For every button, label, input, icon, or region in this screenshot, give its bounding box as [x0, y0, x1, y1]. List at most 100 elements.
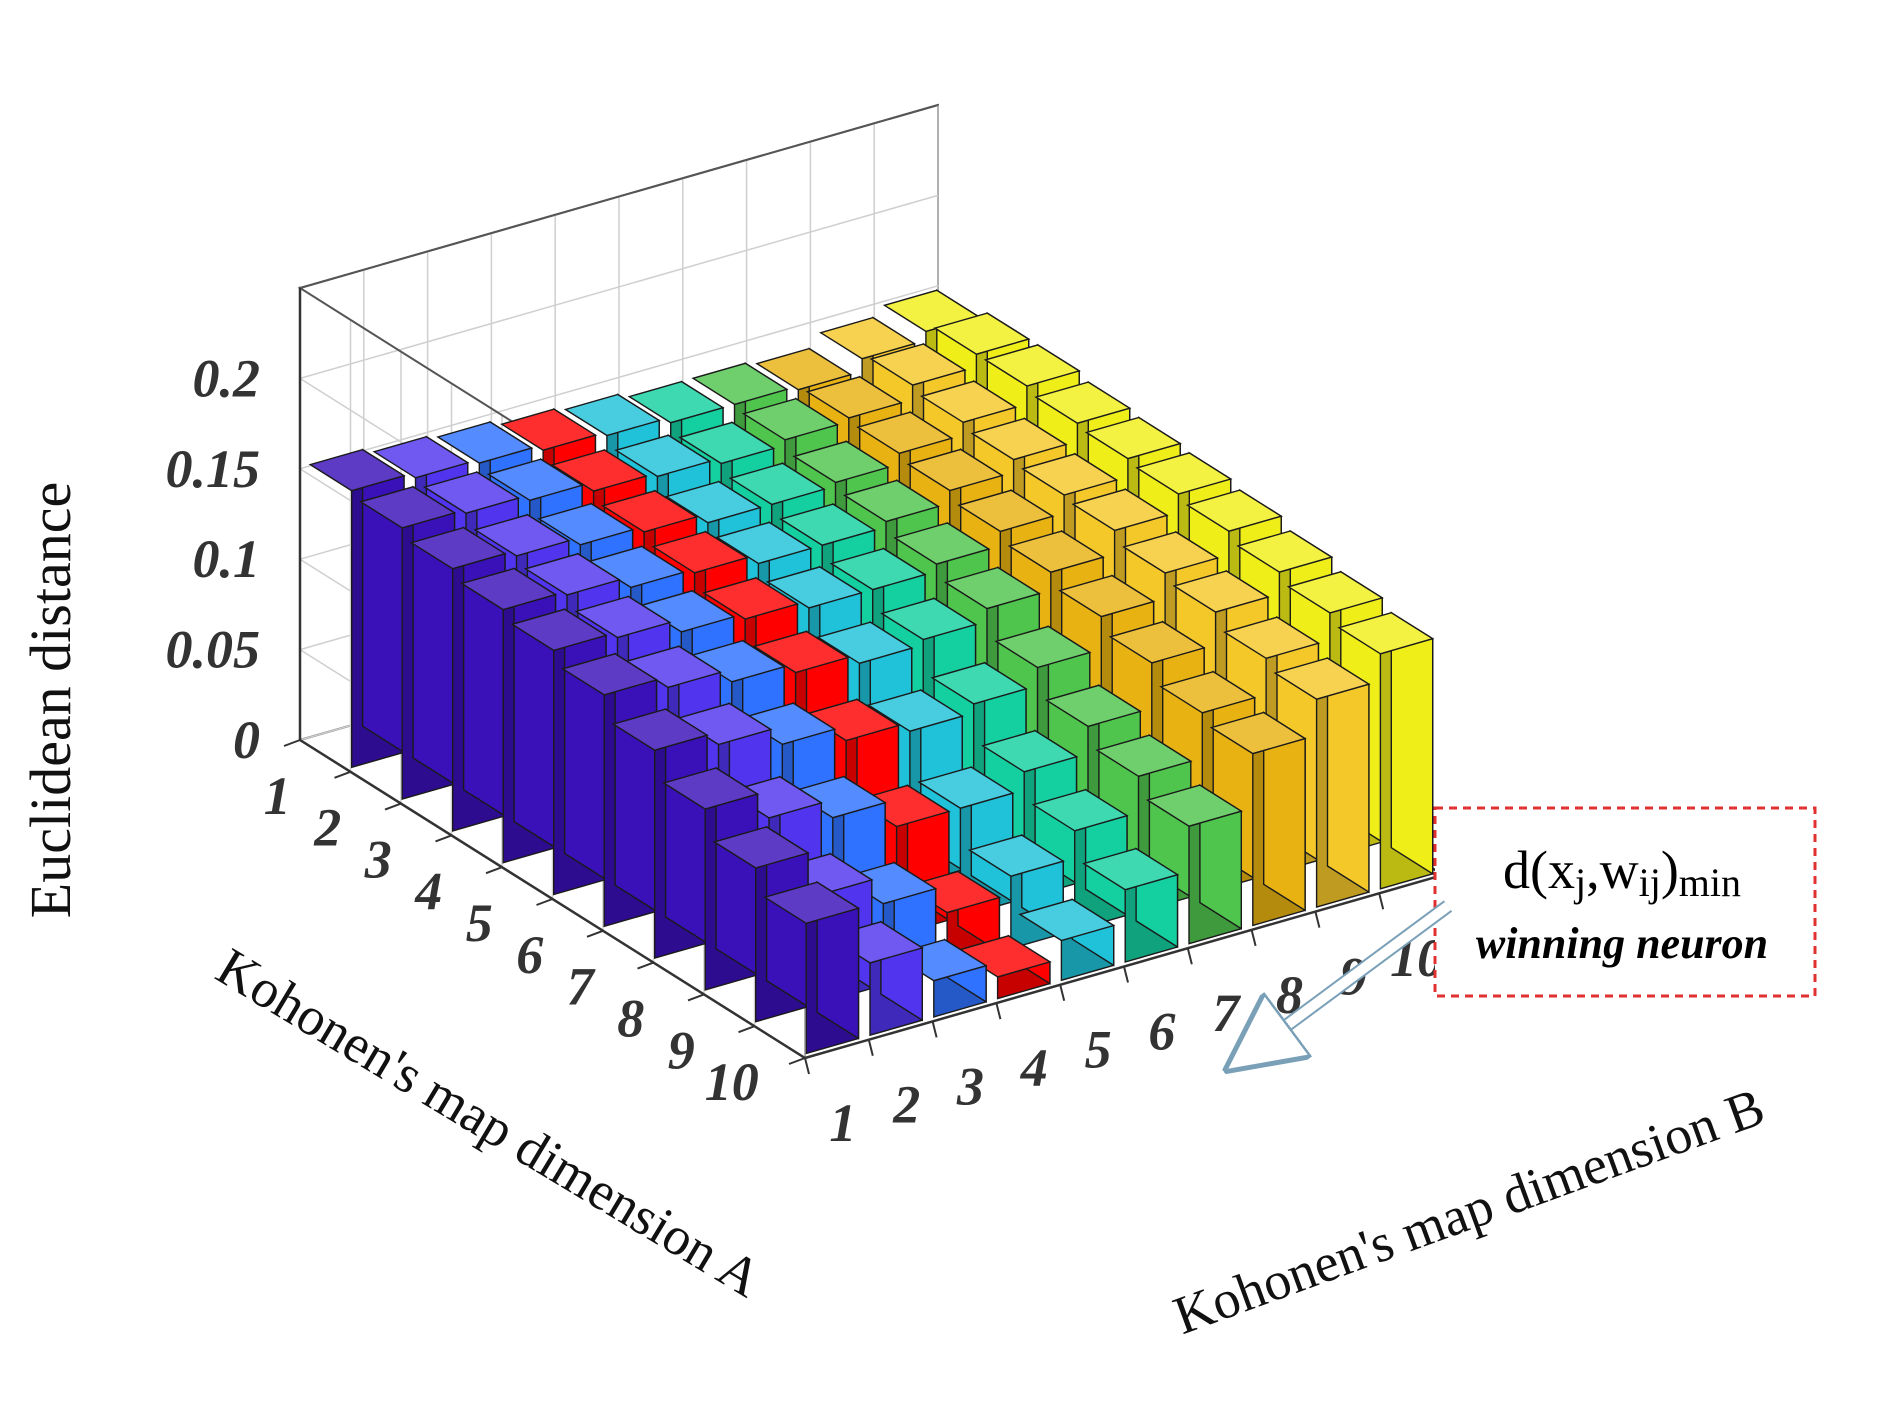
b-tick-mark	[867, 1039, 874, 1056]
b-tick-mark	[931, 1021, 938, 1038]
bar	[1082, 847, 1180, 963]
bar-top-face	[500, 408, 598, 451]
a-tick-label: 3	[364, 830, 392, 890]
z-tick-label: 0.1	[193, 529, 261, 589]
b-tick-label: 7	[1212, 983, 1241, 1043]
annotation-label: winning neuron	[1476, 919, 1768, 968]
bar-top-face	[1159, 670, 1257, 714]
a-tick-mark	[687, 993, 705, 1002]
bar-top-face	[1108, 621, 1206, 664]
bar	[1018, 898, 1116, 982]
bar-top-face	[943, 566, 1041, 610]
bar-top-face	[523, 553, 621, 596]
bar-side-face	[513, 567, 557, 849]
bar-top-face	[1172, 570, 1270, 613]
bar-top-face	[359, 486, 457, 529]
bar-top-face	[1007, 530, 1105, 573]
bar	[763, 880, 861, 1055]
x-axis-label: Kohonen's map dimension A	[207, 936, 772, 1308]
bar-top-face	[1273, 657, 1371, 700]
bar-top-face	[712, 826, 810, 869]
a-tick-mark	[485, 866, 503, 875]
bar-side-face	[462, 526, 506, 818]
bar	[1209, 711, 1307, 927]
b-tick-mark	[1378, 893, 1385, 910]
bar-top-face	[702, 577, 800, 620]
bar-top-face	[627, 380, 725, 424]
bar-top-face	[1071, 488, 1169, 532]
a-tick-mark	[536, 898, 553, 906]
b-tick-mark	[1186, 947, 1193, 965]
a-tick-label: 7	[567, 957, 596, 1017]
bar-side-face	[614, 652, 658, 913]
bar-top-face	[930, 662, 1028, 705]
a-tick-label: 8	[617, 989, 644, 1049]
bar-side-face	[1390, 611, 1434, 876]
bar-top-face	[819, 316, 917, 360]
a-tick-label: 4	[414, 861, 442, 921]
bar-top-face	[967, 834, 1065, 877]
a-tick-label: 10	[705, 1052, 759, 1112]
bar-top-face	[409, 526, 507, 570]
bar-top-face	[856, 411, 954, 455]
bar-top-face	[917, 766, 1015, 809]
bar-top-face	[1185, 489, 1283, 532]
bar-top-face	[563, 393, 661, 437]
b-tick-label: 4	[1020, 1038, 1048, 1098]
bar-top-face	[842, 479, 940, 523]
bar-top-face	[1044, 684, 1142, 728]
bar-top-face	[611, 708, 709, 751]
bar-top-face	[983, 344, 1081, 387]
bar-top-face	[422, 471, 520, 514]
bar-top-face	[981, 729, 1079, 773]
a-tick-label: 1	[264, 766, 291, 826]
bar-top-face	[792, 440, 890, 484]
bar	[1273, 656, 1371, 909]
bar-top-face	[1337, 611, 1435, 655]
bar-top-face	[1031, 788, 1129, 832]
bar-top-face	[550, 449, 648, 492]
a-tick-mark	[637, 961, 654, 970]
bar-top-face	[561, 653, 659, 696]
bar-top-face	[1021, 453, 1119, 496]
bar-top-face	[829, 547, 927, 591]
b-tick-mark	[1250, 929, 1257, 947]
bar-top-face	[994, 625, 1092, 669]
bar-top-face	[893, 522, 991, 565]
b-tick-label: 3	[956, 1056, 984, 1116]
y-axis-label: Kohonen's map dimension B	[1166, 1076, 1772, 1346]
z-tick-label: 0	[233, 710, 260, 770]
bar-top-face	[728, 462, 826, 506]
z-axis-label: Euclidean distance	[18, 482, 83, 918]
bars-group	[308, 289, 1435, 1055]
b-tick-label: 2	[892, 1075, 920, 1135]
bar-top-face	[805, 376, 903, 419]
b-tick-label: 5	[1085, 1020, 1112, 1080]
bar-top-face	[866, 689, 964, 732]
bar-top-face	[906, 448, 1004, 492]
bar-top-face	[486, 458, 584, 502]
bar-top-face	[765, 566, 863, 609]
b-tick-mark	[1123, 966, 1129, 983]
bar-top-face	[678, 421, 776, 465]
bar-top-face	[715, 521, 813, 565]
bar-top-face	[957, 489, 1055, 533]
b-tick-mark	[995, 1002, 1002, 1020]
bar-top-face	[664, 480, 762, 524]
bar-top-face	[752, 630, 850, 674]
bar-top-face	[651, 530, 749, 574]
bar-top-face	[763, 881, 861, 925]
bar-top-face	[1058, 574, 1156, 618]
bar-top-face	[574, 595, 672, 639]
bar-top-face	[869, 343, 967, 386]
bar-top-face	[691, 362, 789, 406]
bar-top-face	[1223, 616, 1321, 660]
bar-top-face	[537, 502, 635, 546]
bar-top-face	[1122, 531, 1220, 574]
bar-top-face	[1095, 734, 1193, 778]
bar-top-face	[510, 608, 608, 652]
a-tick-label: 2	[313, 798, 341, 858]
a-tick-label: 5	[466, 893, 493, 953]
